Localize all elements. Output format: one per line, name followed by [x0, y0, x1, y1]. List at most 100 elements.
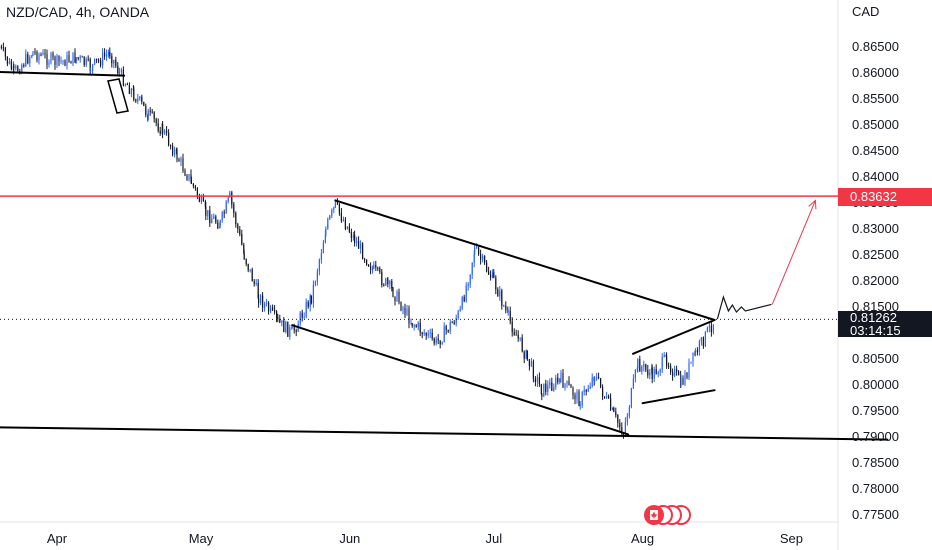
candle-body — [547, 384, 549, 392]
candle-body — [352, 235, 354, 238]
breakdown-box[interactable] — [107, 78, 129, 114]
candle-body — [515, 334, 517, 336]
time-axis[interactable]: Apr May Jun Jul Aug Sep — [47, 531, 803, 546]
candle-body — [122, 69, 124, 86]
candle-body — [451, 322, 453, 324]
candle-body — [266, 302, 268, 304]
candle-body — [433, 338, 435, 344]
candle-body — [44, 52, 46, 55]
time-tick-label: May — [189, 531, 214, 546]
candle-body — [708, 325, 710, 328]
candle-body — [486, 262, 488, 272]
candle-body — [237, 224, 239, 230]
candle-body — [521, 337, 523, 352]
candle-body — [391, 280, 393, 289]
price-tick-label: 0.86000 — [852, 65, 899, 80]
candle-body — [381, 271, 383, 285]
candle-body — [406, 308, 408, 315]
candle-body — [372, 268, 374, 271]
candle-body — [36, 51, 38, 61]
candle-body — [649, 372, 651, 376]
candle-body — [523, 351, 525, 359]
candle-body — [225, 201, 227, 214]
candle-body — [109, 51, 111, 57]
candle-body — [188, 174, 190, 180]
price-tick-label: 0.84500 — [852, 143, 899, 158]
lower-channel-line[interactable] — [291, 324, 630, 436]
candle-body — [356, 241, 358, 243]
candle-body — [511, 321, 513, 333]
candle-body — [251, 269, 253, 282]
candle-body — [98, 60, 100, 62]
candle-body — [459, 308, 461, 312]
candle-body — [274, 309, 276, 312]
candle-body — [92, 64, 94, 71]
candle-body — [423, 333, 425, 335]
candle-body — [370, 266, 372, 271]
candle-body — [576, 391, 578, 400]
projection-arrow-shaft[interactable] — [771, 200, 816, 305]
candle-body — [118, 72, 120, 74]
candle-body — [530, 361, 532, 367]
wedge-upper[interactable] — [632, 319, 716, 355]
candle-body — [243, 244, 245, 254]
candle-body — [608, 396, 610, 399]
candle-body — [128, 84, 130, 94]
candle-body — [443, 326, 445, 343]
candle-body — [198, 196, 200, 202]
candle-body — [553, 387, 555, 391]
candle-body — [102, 52, 104, 66]
upper-channel-line[interactable] — [334, 199, 716, 321]
candle-body — [455, 318, 457, 324]
top-left-line[interactable] — [0, 70, 126, 77]
candle-body — [184, 170, 186, 176]
candle-body — [54, 56, 56, 66]
candle-body — [117, 65, 119, 74]
wedge-lower[interactable] — [641, 389, 716, 405]
candle-body — [15, 66, 17, 68]
candle-body — [525, 350, 527, 359]
candle-body — [696, 350, 698, 353]
candle-body — [476, 247, 478, 249]
candle-body — [453, 322, 455, 324]
candle-body — [153, 112, 155, 119]
events-flags[interactable] — [643, 504, 695, 526]
candle-body — [215, 216, 217, 223]
candle-body — [81, 56, 83, 58]
candle-body — [661, 356, 663, 370]
candle-body — [155, 118, 157, 124]
candle-body — [342, 219, 344, 221]
plot-area[interactable] — [0, 0, 838, 522]
candle-body — [42, 52, 44, 55]
candle-body — [310, 295, 312, 303]
candle-body — [653, 368, 655, 379]
price-tick-label: 0.85000 — [852, 117, 899, 132]
candle-body — [4, 48, 6, 57]
candle-body — [249, 269, 251, 271]
candle-body — [564, 383, 566, 388]
candle-body — [182, 158, 184, 171]
candle-body — [164, 130, 166, 134]
candle-body — [411, 323, 413, 327]
hand-drawn-projection[interactable] — [716, 295, 772, 320]
candle-body — [585, 390, 587, 392]
candle-body — [285, 321, 287, 333]
candle-body — [277, 317, 279, 319]
candle-body — [534, 378, 536, 383]
candle-body — [133, 89, 135, 100]
candle-body — [499, 290, 501, 297]
candle-body — [600, 378, 602, 388]
candle-body — [253, 281, 255, 284]
support-line[interactable] — [0, 426, 889, 441]
candle-body — [25, 54, 27, 66]
candle-body — [484, 255, 486, 263]
price-axis[interactable]: 0.86500 0.86000 0.85500 0.85000 0.84500 0.840… — [852, 39, 899, 522]
candle-body — [243, 253, 245, 259]
candle-body — [360, 243, 362, 249]
candle-body — [655, 368, 657, 375]
candle-body — [72, 52, 74, 64]
price-tick-label: 0.78000 — [852, 481, 899, 496]
candle-body — [219, 220, 221, 227]
candle-body — [505, 305, 507, 311]
